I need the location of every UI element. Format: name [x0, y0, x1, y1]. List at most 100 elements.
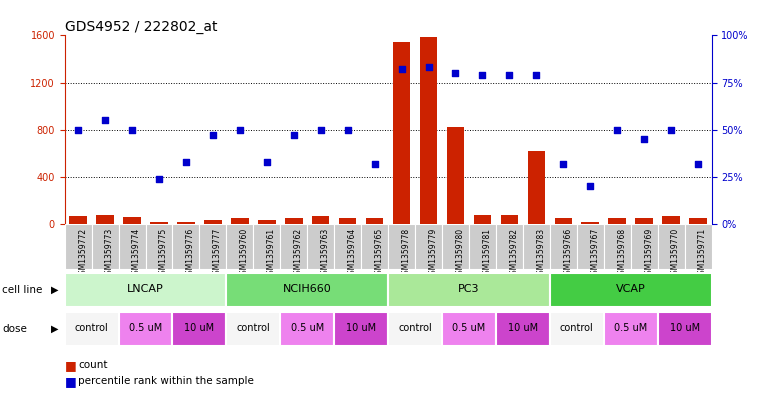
Bar [366, 218, 384, 224]
Text: GSM1359768: GSM1359768 [617, 228, 626, 279]
Text: GSM1359767: GSM1359767 [591, 228, 599, 279]
FancyBboxPatch shape [91, 224, 119, 269]
Bar [555, 218, 572, 224]
Bar [177, 222, 195, 224]
Text: GSM1359779: GSM1359779 [428, 228, 438, 279]
FancyBboxPatch shape [523, 224, 550, 269]
Text: 0.5 uM: 0.5 uM [614, 323, 648, 333]
Text: GSM1359776: GSM1359776 [186, 228, 195, 279]
FancyBboxPatch shape [577, 224, 603, 269]
Text: ■: ■ [65, 375, 76, 388]
Point [665, 127, 677, 133]
Text: GDS4952 / 222802_at: GDS4952 / 222802_at [65, 20, 217, 34]
FancyBboxPatch shape [173, 224, 199, 269]
Text: dose: dose [2, 324, 27, 334]
Point [342, 127, 354, 133]
Bar [420, 37, 438, 224]
Text: ■: ■ [65, 359, 76, 372]
Text: VCAP: VCAP [616, 284, 645, 294]
Text: 10 uM: 10 uM [346, 323, 376, 333]
Bar [258, 220, 275, 224]
FancyBboxPatch shape [227, 312, 280, 346]
FancyBboxPatch shape [496, 224, 523, 269]
Text: GSM1359763: GSM1359763 [320, 228, 330, 279]
Point [207, 132, 219, 138]
FancyBboxPatch shape [658, 224, 685, 269]
FancyBboxPatch shape [334, 224, 361, 269]
Text: GSM1359778: GSM1359778 [402, 228, 411, 279]
Point [638, 136, 650, 142]
FancyBboxPatch shape [173, 312, 227, 346]
FancyBboxPatch shape [603, 312, 658, 346]
FancyBboxPatch shape [65, 224, 91, 269]
FancyBboxPatch shape [65, 312, 119, 346]
Bar [447, 127, 464, 224]
Bar [527, 151, 545, 224]
Point [396, 66, 408, 72]
Text: 10 uM: 10 uM [508, 323, 538, 333]
Point [476, 72, 489, 78]
Bar [473, 215, 491, 224]
Text: GSM1359782: GSM1359782 [509, 228, 518, 279]
Text: GSM1359761: GSM1359761 [267, 228, 275, 279]
FancyBboxPatch shape [334, 312, 388, 346]
Text: control: control [237, 323, 270, 333]
Text: GSM1359772: GSM1359772 [78, 228, 88, 279]
Bar [123, 217, 141, 224]
Text: GSM1359760: GSM1359760 [240, 228, 249, 279]
Point [530, 72, 543, 78]
Point [234, 127, 246, 133]
Point [692, 160, 704, 167]
FancyBboxPatch shape [442, 312, 496, 346]
FancyBboxPatch shape [119, 224, 145, 269]
FancyBboxPatch shape [658, 312, 712, 346]
Bar [635, 217, 653, 224]
Bar [501, 215, 518, 224]
FancyBboxPatch shape [361, 224, 388, 269]
Bar [339, 217, 356, 224]
FancyBboxPatch shape [119, 312, 173, 346]
Point [557, 160, 569, 167]
Text: 0.5 uM: 0.5 uM [452, 323, 486, 333]
FancyBboxPatch shape [496, 312, 550, 346]
FancyBboxPatch shape [685, 224, 712, 269]
FancyBboxPatch shape [280, 312, 334, 346]
Text: GSM1359775: GSM1359775 [159, 228, 168, 279]
Bar [609, 217, 626, 224]
Bar [689, 217, 707, 224]
Bar [150, 222, 167, 224]
FancyBboxPatch shape [415, 224, 442, 269]
Text: 10 uM: 10 uM [670, 323, 699, 333]
Bar [231, 218, 249, 224]
Text: ▶: ▶ [51, 285, 59, 295]
Text: 0.5 uM: 0.5 uM [129, 323, 162, 333]
FancyBboxPatch shape [388, 224, 415, 269]
Text: GSM1359771: GSM1359771 [698, 228, 707, 279]
Bar [393, 42, 410, 224]
FancyBboxPatch shape [442, 224, 469, 269]
FancyBboxPatch shape [145, 224, 173, 269]
Text: control: control [398, 323, 432, 333]
Text: count: count [78, 360, 108, 371]
Bar [204, 220, 221, 224]
Point [503, 72, 515, 78]
Text: cell line: cell line [2, 285, 43, 295]
Text: 0.5 uM: 0.5 uM [291, 323, 324, 333]
Text: GSM1359773: GSM1359773 [105, 228, 114, 279]
Text: GSM1359781: GSM1359781 [482, 228, 492, 279]
Text: GSM1359762: GSM1359762 [294, 228, 303, 279]
Text: control: control [75, 323, 109, 333]
FancyBboxPatch shape [550, 224, 577, 269]
Point [261, 159, 273, 165]
FancyBboxPatch shape [388, 273, 550, 307]
Text: ▶: ▶ [51, 324, 59, 334]
Bar [662, 216, 680, 224]
Text: control: control [560, 323, 594, 333]
Bar [97, 215, 114, 224]
FancyBboxPatch shape [253, 224, 280, 269]
Bar [581, 222, 599, 224]
Text: GSM1359764: GSM1359764 [348, 228, 357, 279]
Point [153, 176, 165, 182]
FancyBboxPatch shape [280, 224, 307, 269]
Text: GSM1359780: GSM1359780 [456, 228, 464, 279]
